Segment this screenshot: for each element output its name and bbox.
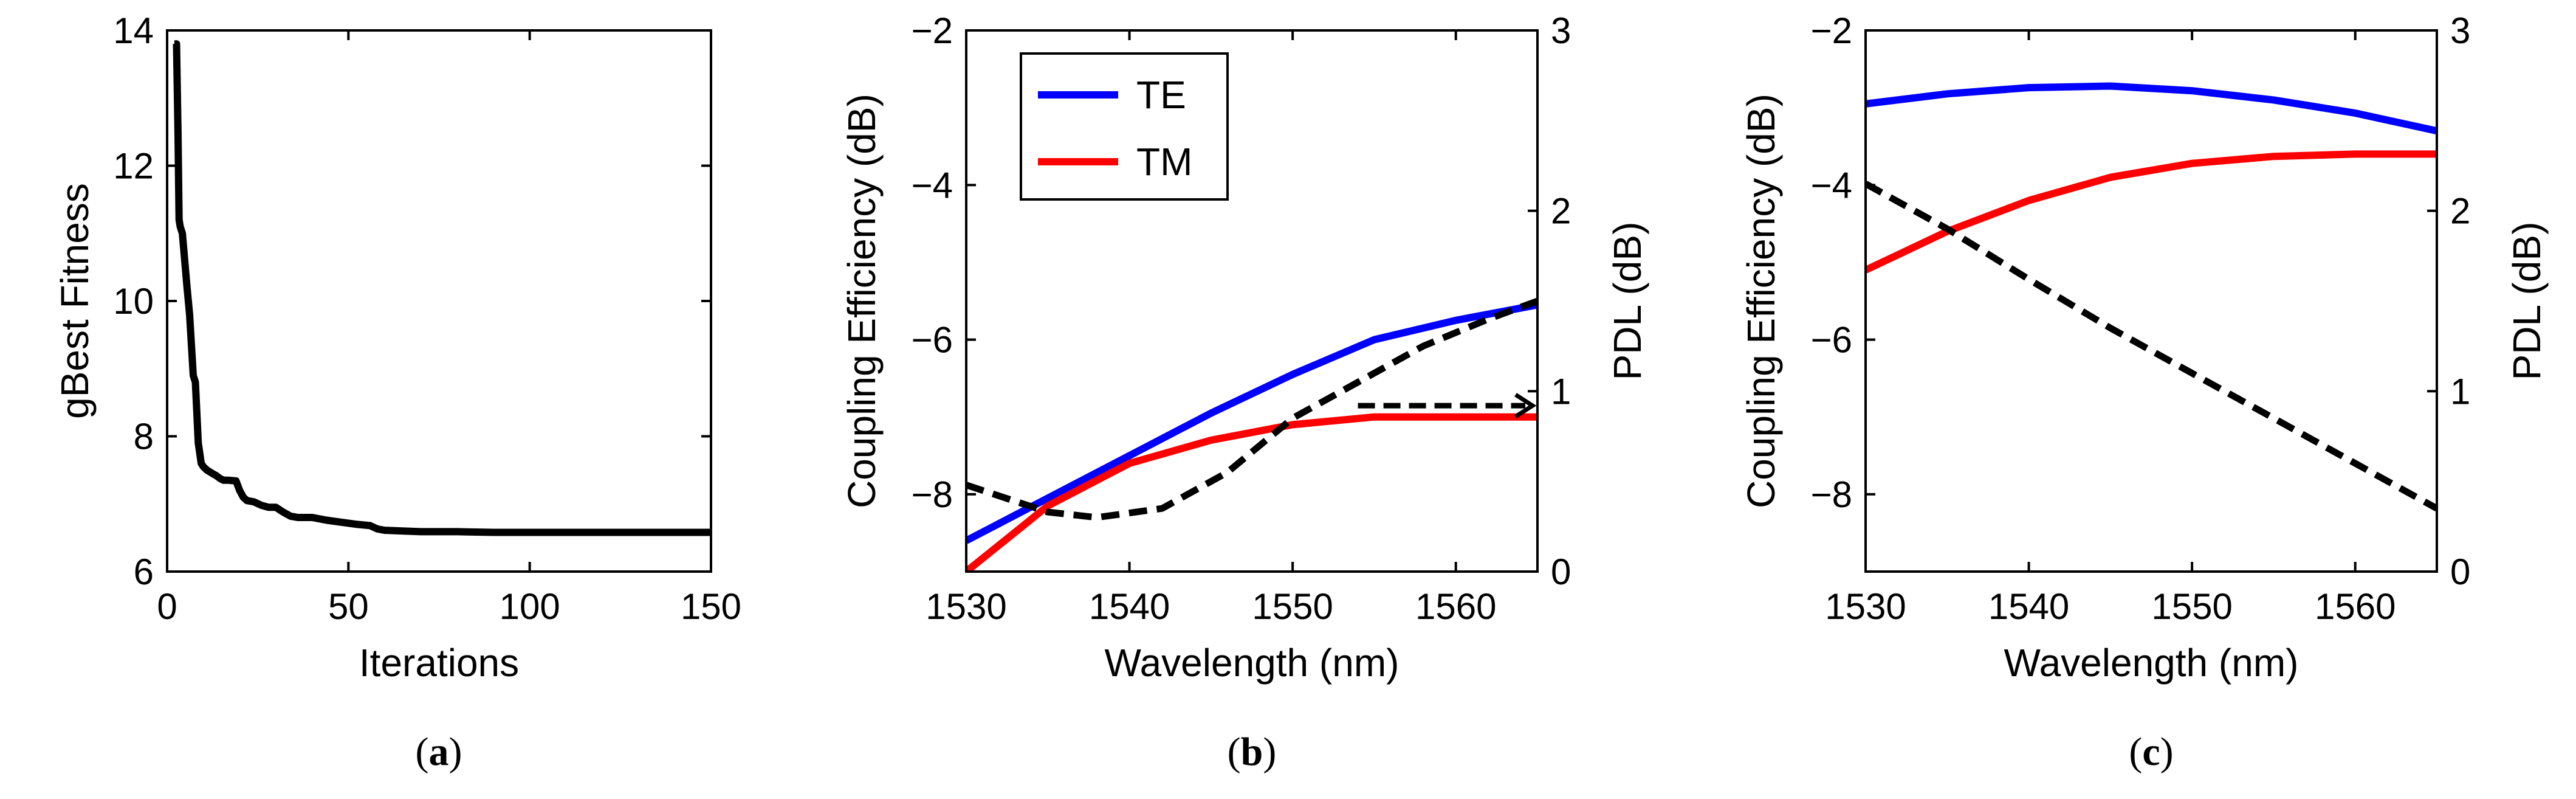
y-right-tick-label: 2 (1551, 191, 1571, 232)
y-tick-label: 6 (134, 552, 154, 592)
y-right-axis-label: PDL (dB) (1606, 222, 1649, 381)
panel-label-close: ) (449, 730, 462, 774)
pdl-axis-arrow-head (1514, 393, 1537, 419)
legend-box (1020, 52, 1229, 201)
series-line-pdl (966, 297, 1537, 521)
series-line-te (966, 301, 1537, 544)
chart-panel-c: 1530 1540 1550 1560 −8 −6 −4 −2 0 1 2 3 Wavelength (… (1739, 10, 2549, 774)
y-tick-label: −2 (912, 10, 953, 51)
y-tick-label: −8 (1811, 474, 1852, 515)
legend: TE TM (1020, 52, 1229, 201)
x-tick-label: 1550 (1252, 586, 1333, 627)
x-tick-label: 1540 (1988, 586, 2069, 627)
panel-label-letter: c (2142, 730, 2160, 774)
y-tick-label: −4 (1811, 165, 1852, 206)
y-tick-label: 8 (134, 417, 154, 457)
y-tick-label: 12 (113, 146, 154, 187)
y-axis-label: Coupling Efficiency (dB) (1739, 94, 1783, 508)
y-right-tick-label: 2 (2450, 191, 2470, 232)
panel-label-letter: b (1241, 730, 1263, 774)
panel-label: (a) (416, 730, 462, 774)
y-tick-label: 10 (113, 281, 154, 322)
y-tick-label: −6 (912, 320, 953, 361)
plot-frame (1864, 29, 2438, 573)
y-right-tick-label: 0 (2450, 552, 2470, 592)
x-tick-label: 100 (500, 586, 560, 627)
series-line-tm (1866, 150, 2437, 274)
x-tick-label: 150 (681, 586, 741, 627)
plot-frame (965, 29, 1539, 573)
plot-frame (166, 29, 712, 573)
y-right-tick-label: 3 (2450, 10, 2470, 51)
x-axis-label: Iterations (359, 641, 519, 685)
panel-label-close: ) (1263, 730, 1276, 774)
y-right-tick-label: 1 (2450, 371, 2470, 412)
chart-panel-b: 1530 1540 1550 1560 −8 −6 −4 −2 0 1 2 3 Wavelength (… (840, 10, 1649, 774)
y-right-axis-label: PDL (dB) (2505, 222, 2549, 381)
x-tick-label: 1560 (1415, 586, 1496, 627)
panel-label-open: ( (1228, 730, 1241, 774)
x-tick-label: 1550 (2151, 586, 2232, 627)
panel-label-letter: a (429, 730, 449, 774)
y-axis-label: gBest Fitness (53, 183, 97, 419)
series-line-tm (966, 413, 1537, 572)
x-axis-label: Wavelength (nm) (1105, 641, 1400, 685)
series-line-gbest (173, 40, 711, 536)
y-tick-label: 14 (113, 10, 154, 51)
chart-panel-a: 0 50 100 150 6 8 10 12 14 Iterations gBest Fitness… (53, 10, 741, 774)
panel-label: (b) (1228, 730, 1277, 774)
legend-label-tm: TM (1136, 140, 1192, 184)
y-tick-label: −6 (1811, 320, 1852, 361)
series-line-pdl (1866, 181, 2437, 512)
y-tick-label: −2 (1811, 10, 1852, 51)
panel-label-open: ( (416, 730, 429, 774)
x-tick-label: 1530 (926, 586, 1006, 627)
panel-label-close: ) (2160, 730, 2174, 774)
x-tick-label: 0 (157, 586, 177, 627)
panel-label-open: ( (2129, 730, 2142, 774)
legend-label-te: TE (1136, 73, 1186, 117)
x-tick-label: 1530 (1825, 586, 1906, 627)
x-tick-label: 1540 (1089, 586, 1170, 627)
series-line-te (1866, 82, 2437, 135)
y-tick-label: −4 (912, 165, 953, 206)
x-tick-label: 50 (328, 586, 369, 627)
x-tick-label: 1560 (2315, 586, 2396, 627)
y-right-tick-label: 0 (1551, 552, 1571, 592)
y-tick-label: −8 (912, 474, 953, 515)
y-right-tick-label: 3 (1551, 10, 1571, 51)
panel-label: (c) (2129, 730, 2173, 774)
y-right-tick-label: 1 (1551, 371, 1571, 412)
x-axis-label: Wavelength (nm) (2004, 641, 2299, 685)
y-axis-label: Coupling Efficiency (dB) (840, 94, 884, 508)
